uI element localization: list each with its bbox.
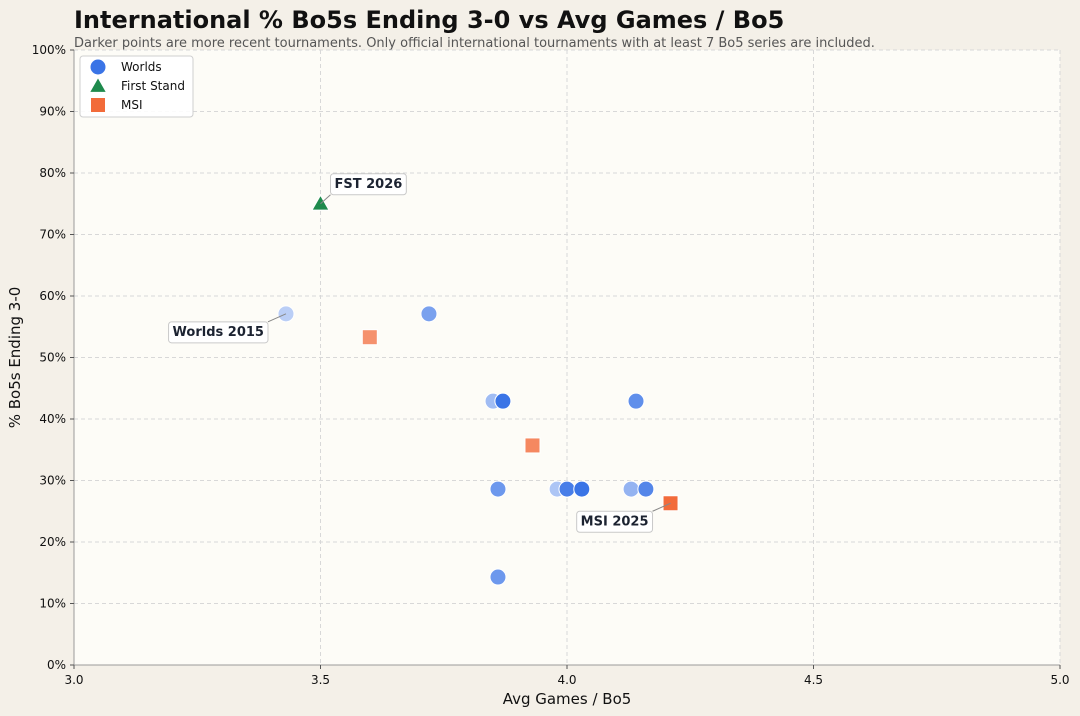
- worlds-point: [622, 480, 640, 498]
- chart-subtitle: Darker points are more recent tournament…: [74, 36, 875, 51]
- annotation-label: Worlds 2015: [173, 325, 264, 340]
- annotation-leader: [267, 313, 287, 323]
- legend-box: [79, 55, 194, 118]
- legend-first-stand-label: First Stand: [121, 79, 185, 93]
- worlds-point: [627, 392, 645, 410]
- tick-labels: 3.0 3.5 4.0 4.5 5.0 0% 10% 20% 30% 40% 50% 60% 70% 80…: [32, 43, 1070, 687]
- y-tick-label: 100%: [32, 43, 66, 57]
- x-tick-label: 3.5: [311, 673, 330, 687]
- chart-title: International % Bo5s Ending 3-0 vs Avg G…: [74, 6, 784, 34]
- msi-point: [524, 437, 541, 454]
- worlds-point: [420, 305, 438, 323]
- annotation-box: [330, 173, 407, 196]
- y-tick-label: 0%: [47, 658, 66, 672]
- legend-first-stand-marker: [88, 76, 108, 93]
- annotation-box: [168, 321, 269, 344]
- y-tick-label: 90%: [39, 105, 66, 119]
- worlds-point: [494, 392, 512, 410]
- x-tick-label: 4.5: [804, 673, 823, 687]
- annotation-worlds-2015: Worlds 2015: [168, 313, 287, 344]
- legend-msi-label: MSI: [121, 98, 143, 112]
- legend: Worlds First Stand MSI: [79, 55, 194, 118]
- worlds-point: [573, 480, 591, 498]
- y-tick-label: 50%: [39, 351, 66, 365]
- x-tick-label: 4.0: [557, 673, 576, 687]
- legend-worlds-label: Worlds: [121, 60, 162, 74]
- y-tick-label: 40%: [39, 412, 66, 426]
- annotation-leader: [652, 502, 671, 512]
- y-tick-label: 60%: [39, 289, 66, 303]
- annotations: FST 2026 Worlds 2015 MSI 2025: [168, 173, 671, 533]
- y-axis-label: % Bo5s Ending 3-0: [6, 287, 24, 429]
- worlds-point: [489, 480, 507, 498]
- legend-worlds-marker: [89, 58, 107, 76]
- y-tick-label: 20%: [39, 535, 66, 549]
- annotation-fst-2026: FST 2026: [320, 173, 407, 205]
- worlds-point: [637, 480, 655, 498]
- x-tick-label: 5.0: [1050, 673, 1069, 687]
- worlds-point: [558, 480, 576, 498]
- worlds-point: [489, 568, 507, 586]
- annotation-box: [576, 510, 654, 533]
- y-tick-label: 70%: [39, 228, 66, 242]
- annotation-msi-2025: MSI 2025: [576, 502, 671, 533]
- x-tick-label: 3.0: [64, 673, 83, 687]
- y-tick-label: 30%: [39, 474, 66, 488]
- y-tick-label: 10%: [39, 597, 66, 611]
- annotation-label: MSI 2025: [581, 514, 649, 529]
- first-stand-point: [311, 194, 330, 211]
- msi-point: [361, 329, 378, 346]
- x-axis-label: Avg Games / Bo5: [503, 690, 632, 708]
- legend-msi-marker: [90, 97, 106, 113]
- annotation-leader: [320, 194, 331, 205]
- annotation-label: FST 2026: [335, 177, 403, 192]
- y-tick-label: 80%: [39, 166, 66, 180]
